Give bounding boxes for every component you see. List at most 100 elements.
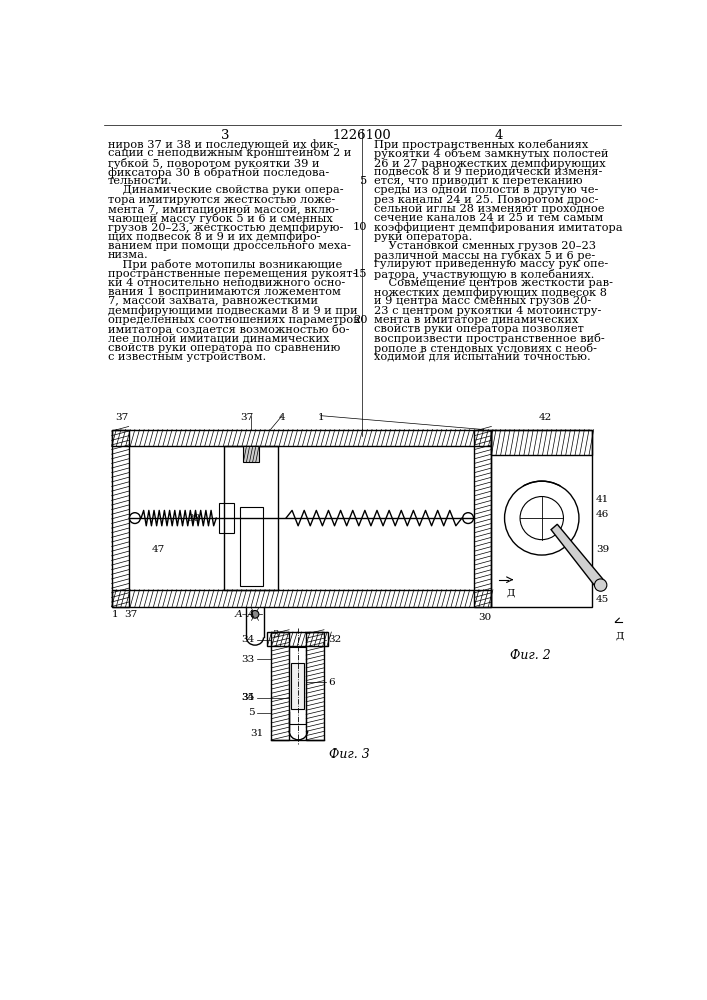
Text: Установкой сменных грузов 20–23: Установкой сменных грузов 20–23 xyxy=(373,241,595,251)
Text: сечение каналов 24 и 25 и тем самым: сечение каналов 24 и 25 и тем самым xyxy=(373,213,603,223)
Polygon shape xyxy=(551,524,605,587)
Text: ванием при помощи дроссельного меха-: ванием при помощи дроссельного меха- xyxy=(107,241,351,251)
Text: 7, массой захвата, равножесткими: 7, массой захвата, равножесткими xyxy=(107,296,317,306)
Text: 1: 1 xyxy=(112,610,119,619)
Text: 42: 42 xyxy=(539,413,552,422)
Text: мента 7, имитационной массой, вклю-: мента 7, имитационной массой, вклю- xyxy=(107,204,339,214)
Text: При работе мотопилы возникающие: При работе мотопилы возникающие xyxy=(107,259,342,270)
Text: 3: 3 xyxy=(272,630,279,639)
Text: фиксатора 30 в обратной последова-: фиксатора 30 в обратной последова- xyxy=(107,167,329,178)
Text: 5: 5 xyxy=(360,176,368,186)
Text: 33: 33 xyxy=(241,654,255,664)
Text: тельности.: тельности. xyxy=(107,176,173,186)
Bar xyxy=(306,632,324,740)
Text: 20: 20 xyxy=(353,315,368,325)
Text: При пространственных колебаниях: При пространственных колебаниях xyxy=(373,139,588,150)
Text: ратора, участвующую в колебаниях.: ратора, участвующую в колебаниях. xyxy=(373,269,594,280)
Text: 41: 41 xyxy=(596,495,609,504)
Bar xyxy=(291,663,304,709)
Bar xyxy=(112,430,129,607)
Text: тора имитируются жесткостью ложе-: тора имитируются жесткостью ложе- xyxy=(107,195,335,205)
Text: 1226100: 1226100 xyxy=(332,129,392,142)
Text: 15: 15 xyxy=(353,269,368,279)
Text: 1: 1 xyxy=(317,413,325,422)
Text: коэффициент демпфирования имитатора: коэффициент демпфирования имитатора xyxy=(373,222,622,233)
Bar xyxy=(112,590,491,607)
Text: Д: Д xyxy=(615,631,624,640)
Text: 45: 45 xyxy=(596,595,609,604)
Text: 37: 37 xyxy=(124,610,138,619)
Text: свойств руки оператора по сравнению: свойств руки оператора по сравнению xyxy=(107,343,340,353)
Text: с известным устройством.: с известным устройством. xyxy=(107,352,266,362)
Circle shape xyxy=(251,610,259,618)
Text: лее полной имитации динамических: лее полной имитации динамических xyxy=(107,333,329,343)
Text: 3: 3 xyxy=(221,129,230,142)
Text: 26 и 27 равножестких демпфирующих: 26 и 27 равножестких демпфирующих xyxy=(373,158,605,169)
Bar xyxy=(491,430,592,607)
Bar xyxy=(474,430,491,607)
Circle shape xyxy=(462,513,474,523)
Text: 37: 37 xyxy=(240,413,254,422)
Text: ниров 37 и 38 и последующей их фик-: ниров 37 и 38 и последующей их фик- xyxy=(107,139,337,150)
Text: 47: 47 xyxy=(151,545,165,554)
Bar xyxy=(218,503,234,533)
Text: грузов 20–23, жесткостью демпфирую-: грузов 20–23, жесткостью демпфирую- xyxy=(107,222,343,233)
Text: ки 4 относительно неподвижного осно-: ки 4 относительно неподвижного осно- xyxy=(107,278,345,288)
Text: 30: 30 xyxy=(478,613,491,622)
Bar xyxy=(240,507,263,586)
Bar xyxy=(224,446,279,590)
Text: рез каналы 24 и 25. Поворотом дрос-: рез каналы 24 и 25. Поворотом дрос- xyxy=(373,195,598,205)
Bar xyxy=(243,446,259,462)
Text: свойств руки оператора позволяет: свойств руки оператора позволяет xyxy=(373,324,583,334)
Text: 34: 34 xyxy=(241,693,255,702)
Text: гулируют приведенную массу рук опе-: гулируют приведенную массу рук опе- xyxy=(373,259,608,269)
Text: 6: 6 xyxy=(328,678,334,687)
Text: вания 1 воспринимаются ложементом: вания 1 воспринимаются ложементом xyxy=(107,287,341,297)
Text: руки оператора.: руки оператора. xyxy=(373,232,472,242)
Text: Фиг. 3: Фиг. 3 xyxy=(329,748,369,761)
Text: рукоятки 4 объем замкнутых полостей: рукоятки 4 объем замкнутых полостей xyxy=(373,148,608,159)
Text: 4: 4 xyxy=(495,129,503,142)
Text: определенных соотношениях параметров: определенных соотношениях параметров xyxy=(107,315,359,325)
Text: Фиг. 2: Фиг. 2 xyxy=(510,649,551,662)
Text: губкой 5, поворотом рукоятки 39 и: губкой 5, поворотом рукоятки 39 и xyxy=(107,158,320,169)
Text: 39: 39 xyxy=(596,545,609,554)
Text: щих подвесок 8 и 9 и их демпфиро-: щих подвесок 8 и 9 и их демпфиро- xyxy=(107,232,320,242)
Text: 10: 10 xyxy=(353,222,368,232)
Text: 46: 46 xyxy=(596,510,609,519)
Text: сельной иглы 28 изменяют проходное: сельной иглы 28 изменяют проходное xyxy=(373,204,604,214)
Text: 34: 34 xyxy=(241,635,255,644)
Circle shape xyxy=(595,579,607,591)
Text: демпфирующими подвесками 8 и 9 и при: демпфирующими подвесками 8 и 9 и при xyxy=(107,306,357,316)
Text: Совмещение центров жесткости рав-: Совмещение центров жесткости рав- xyxy=(373,278,612,288)
Text: имитатора создается возможностью бо-: имитатора создается возможностью бо- xyxy=(107,324,349,335)
Text: 38: 38 xyxy=(187,514,201,523)
Text: ется, что приводит к перетеканию: ется, что приводит к перетеканию xyxy=(373,176,582,186)
Text: ходимой для испытаний точностью.: ходимой для испытаний точностью. xyxy=(373,352,590,362)
Text: рополе в стендовых условиях с необ-: рополе в стендовых условиях с необ- xyxy=(373,343,597,354)
Text: низма.: низма. xyxy=(107,250,148,260)
Text: и 9 центра масс сменных грузов 20-: и 9 центра масс сменных грузов 20- xyxy=(373,296,591,306)
Text: подвесок 8 и 9 периодически изменя-: подвесок 8 и 9 периодически изменя- xyxy=(373,167,602,177)
Text: 35: 35 xyxy=(241,693,255,702)
Bar xyxy=(267,632,328,646)
Text: 23 с центром рукоятки 4 мотоинстру-: 23 с центром рукоятки 4 мотоинстру- xyxy=(373,306,601,316)
Bar xyxy=(289,647,306,724)
Text: ножестких демпфирующих подвесок 8: ножестких демпфирующих подвесок 8 xyxy=(373,287,607,298)
Text: Динамические свойства руки опера-: Динамические свойства руки опера- xyxy=(107,185,344,195)
Text: 5: 5 xyxy=(247,708,255,717)
Text: 37: 37 xyxy=(115,413,129,422)
Bar xyxy=(271,632,289,740)
Text: различной массы на губках 5 и 6 ре-: различной массы на губках 5 и 6 ре- xyxy=(373,250,595,261)
Text: пространственные перемещения рукоят-: пространственные перемещения рукоят- xyxy=(107,269,356,279)
Bar xyxy=(491,430,592,455)
Circle shape xyxy=(129,513,140,523)
Text: А–А: А–А xyxy=(235,610,255,619)
Text: чающей массу губок 5 и 6 и сменных: чающей массу губок 5 и 6 и сменных xyxy=(107,213,332,224)
Text: сации с неподвижным кронштейном 2 и: сации с неподвижным кронштейном 2 и xyxy=(107,148,351,158)
Text: 4: 4 xyxy=(279,413,286,422)
Text: 31: 31 xyxy=(250,729,264,738)
Text: Д: Д xyxy=(506,589,515,598)
Text: среды из одной полости в другую че-: среды из одной полости в другую че- xyxy=(373,185,598,195)
Bar xyxy=(112,430,491,446)
